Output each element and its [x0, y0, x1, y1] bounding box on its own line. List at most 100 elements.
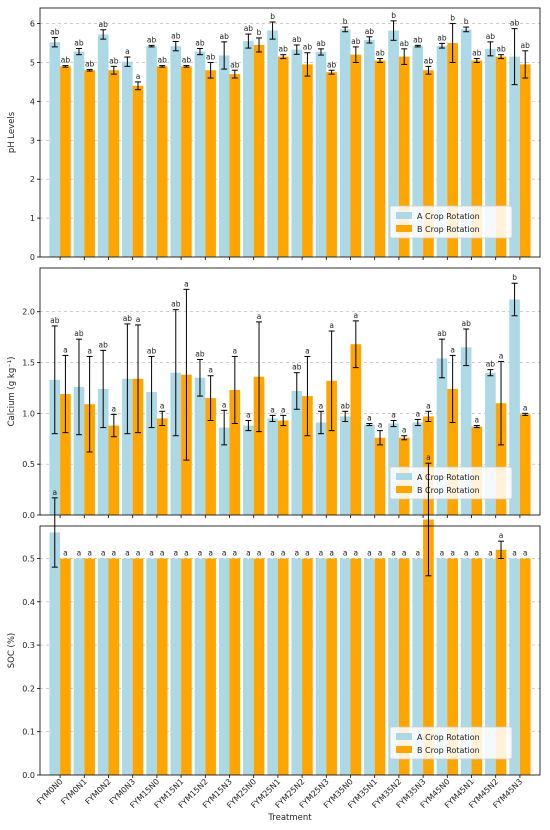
bar-b — [253, 376, 265, 515]
significance-label: a — [136, 548, 141, 557]
y-tick-label: 2 — [30, 175, 35, 184]
significance-label: a — [233, 548, 238, 557]
significance-label: a — [149, 548, 154, 557]
bar-b — [302, 64, 313, 257]
bar-b — [84, 70, 95, 257]
y-tick-label: 3 — [30, 136, 35, 145]
bar-a — [73, 51, 85, 258]
bar-a — [364, 39, 375, 258]
significance-label: b — [464, 17, 469, 26]
y-tick-label: 0.0 — [22, 771, 35, 780]
significance-label: a — [257, 548, 262, 557]
bar-a — [315, 422, 327, 515]
significance-label: ab — [195, 38, 205, 47]
significance-label: b — [343, 17, 348, 26]
significance-label: ab — [413, 35, 423, 44]
bar-a — [460, 558, 472, 775]
legend: A Crop Rotation B Crop Rotation — [389, 726, 513, 760]
significance-label: a — [63, 345, 68, 354]
bar-a — [49, 42, 61, 257]
legend-swatch — [396, 212, 412, 219]
significance-label: a — [329, 321, 334, 330]
significance-label: ab — [486, 360, 496, 369]
significance-label: a — [294, 548, 299, 557]
bar-b — [181, 558, 192, 775]
bar-b — [253, 44, 265, 257]
significance-label: ab — [400, 39, 410, 48]
y-tick-label: 0.5 — [22, 460, 35, 469]
bar-a — [291, 49, 303, 258]
legend-label: B Crop Rotation — [417, 746, 480, 755]
bar-b — [374, 437, 386, 515]
significance-label: a — [125, 548, 130, 557]
plot-frame — [39, 267, 541, 516]
significance-label: a — [426, 401, 431, 410]
y-tick-label: 2.0 — [22, 308, 35, 317]
bar-b — [205, 70, 216, 257]
bar-b — [374, 558, 386, 775]
significance-label: b — [270, 12, 275, 21]
significance-label: ab — [327, 60, 337, 69]
y-tick-label: 0.1 — [22, 728, 35, 737]
significance-label: a — [87, 548, 92, 557]
bar-a — [170, 46, 182, 257]
significance-label: a — [523, 403, 528, 412]
legend-box — [389, 205, 513, 239]
bar-b — [132, 378, 144, 515]
bar-b — [350, 344, 362, 515]
significance-label: a — [523, 548, 528, 557]
significance-label: ab — [340, 401, 350, 410]
significance-label: a — [499, 531, 504, 540]
legend-box — [389, 726, 513, 760]
bar-a — [291, 390, 303, 515]
bar-a — [460, 29, 472, 257]
significance-label: a — [246, 548, 251, 557]
bar-a — [339, 558, 351, 775]
significance-label: a — [354, 311, 359, 320]
bar-a — [267, 558, 278, 775]
y-axis-label: pH Levels — [7, 111, 17, 153]
bar-b — [374, 60, 386, 257]
bar-b — [277, 420, 289, 515]
significance-label: ab — [472, 49, 482, 58]
bar-a — [97, 558, 109, 775]
significance-label: ab — [486, 32, 496, 41]
bar-a — [146, 558, 157, 775]
legend-label: A Crop Rotation — [417, 212, 480, 221]
bar-a — [509, 299, 520, 515]
significance-label: b — [450, 14, 455, 23]
bar-a — [388, 558, 399, 775]
significance-label: a — [354, 548, 359, 557]
significance-label: a — [246, 410, 251, 419]
significance-label: a — [450, 345, 455, 354]
bar-b — [302, 396, 313, 515]
bar-a — [267, 30, 278, 257]
significance-label: a — [63, 548, 68, 557]
bar-a — [218, 55, 230, 258]
significance-label: a — [208, 548, 213, 557]
bar-b — [519, 64, 531, 257]
significance-label: a — [101, 548, 106, 557]
significance-label: ab — [109, 56, 119, 65]
bar-b — [495, 549, 507, 775]
significance-label: ab — [279, 45, 289, 54]
significance-label: ab — [375, 49, 385, 58]
bar-b — [447, 388, 458, 515]
bar-a — [97, 34, 109, 257]
significance-label: a — [270, 405, 275, 414]
bar-b — [253, 558, 265, 775]
bar-b — [302, 558, 313, 775]
bar-b — [108, 425, 120, 515]
bar-a — [509, 56, 520, 257]
bar-b — [156, 558, 168, 775]
bar-b — [60, 394, 71, 515]
x-axis-label: Treatment — [267, 813, 312, 823]
bar-b — [108, 558, 120, 775]
bar-a — [49, 379, 61, 515]
significance-label: a — [281, 405, 286, 414]
bar-b — [423, 519, 434, 775]
significance-label: a — [343, 548, 348, 557]
bar-b — [108, 70, 120, 257]
significance-label: ab — [98, 20, 108, 29]
